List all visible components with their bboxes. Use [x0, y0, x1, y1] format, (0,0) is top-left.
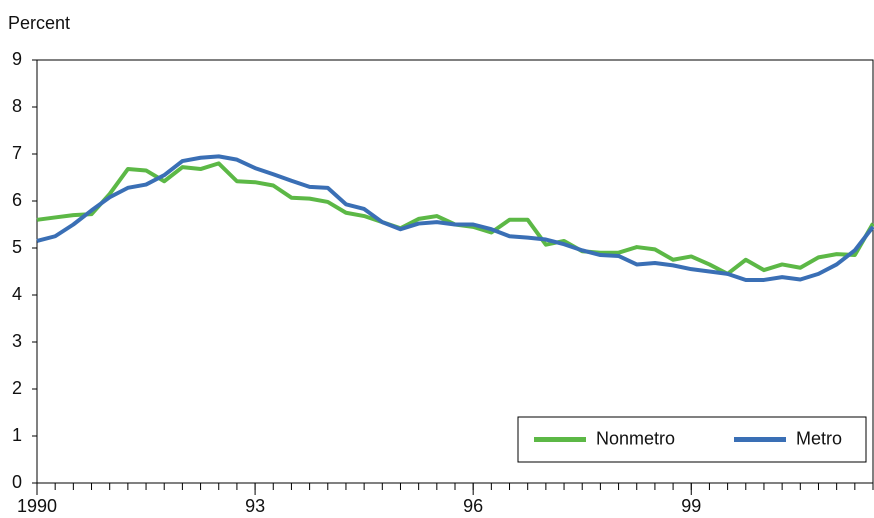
x-tick-label: 1990	[17, 496, 57, 516]
y-tick-label: 3	[12, 331, 22, 351]
y-tick-label: 2	[12, 378, 22, 398]
line	[36, 161, 874, 276]
line	[36, 154, 874, 282]
y-tick-label: 7	[12, 143, 22, 163]
y-tick-label: 1	[12, 425, 22, 445]
legend-label: Nonmetro	[596, 428, 675, 448]
x-tick-label: 93	[245, 496, 265, 516]
y-tick-label: 4	[12, 284, 22, 304]
y-tick-label: 8	[12, 96, 22, 116]
x-tick-label: 99	[681, 496, 701, 516]
x-tick-label: 96	[463, 496, 483, 516]
y-tick-label: 9	[12, 49, 22, 69]
y-tick-label: 0	[12, 472, 22, 492]
y-tick-label: 6	[12, 190, 22, 210]
y-axis-label: Percent	[8, 13, 70, 33]
y-tick-label: 5	[12, 237, 22, 257]
legend-label: Metro	[796, 428, 842, 448]
